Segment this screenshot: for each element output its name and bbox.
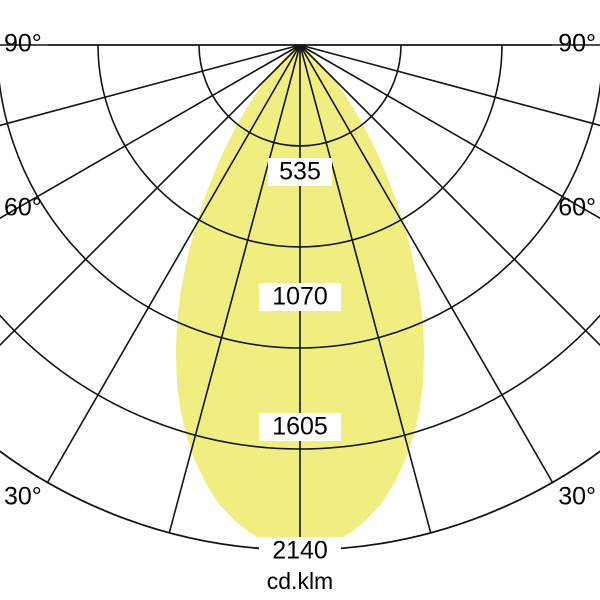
angle-label-left-30: 30°	[4, 483, 42, 511]
chart-unit-caption: cd.klm	[267, 568, 333, 594]
angle-spoke-15-right	[299, 44, 432, 534]
radial-angle-lines	[0, 44, 600, 534]
angle-spoke-45-right	[299, 44, 600, 347]
ring-label-1605: 1605	[272, 413, 328, 441]
ring-label-1070: 1070	[272, 283, 328, 311]
angle-spoke-75-right	[299, 44, 600, 127]
angle-spoke-30-left	[46, 44, 301, 484]
angle-label-left-90: 90°	[4, 30, 42, 58]
angle-label-group-right: 90° 60° 30°	[558, 30, 596, 511]
angle-label-right-30: 30°	[558, 483, 596, 511]
angle-label-right-60: 60°	[558, 194, 596, 222]
angle-spoke-45-left	[0, 44, 301, 347]
angle-label-right-90: 90°	[558, 30, 596, 58]
angle-label-group-left: 90° 60° 30°	[4, 30, 42, 511]
ring-label-bg-535	[268, 158, 332, 186]
angle-spoke-60-right	[299, 44, 600, 220]
ring-label-2140: 2140	[272, 537, 328, 565]
ring-label-bg-1070	[259, 283, 341, 311]
angle-label-left-60: 60°	[4, 194, 42, 222]
angle-spoke-60-left	[0, 44, 301, 220]
ring-label-bg-2140	[259, 537, 341, 565]
angle-spoke-75-left	[0, 44, 301, 127]
ring-label-535: 535	[279, 158, 321, 186]
ring-label-bg-1605	[259, 413, 341, 441]
angle-spoke-15-left	[168, 44, 301, 534]
radial-tick-label-group: 535 1070 1605 2140	[259, 158, 341, 565]
angle-spoke-30-right	[299, 44, 554, 484]
